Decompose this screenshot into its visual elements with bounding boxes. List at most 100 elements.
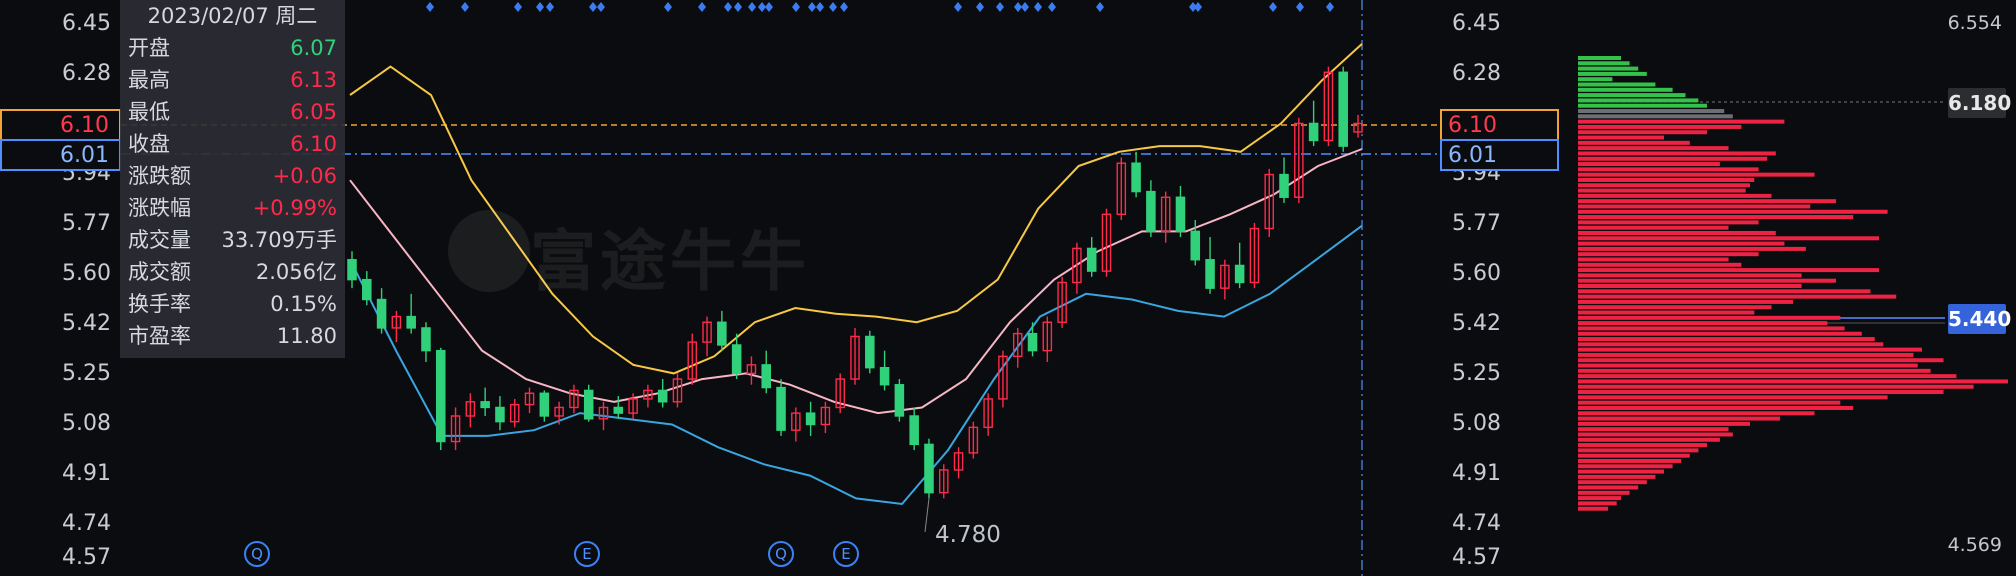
volume-profile-bar [1578,395,1888,400]
price-tick-label: 4.74 [1452,511,1501,536]
volume-profile-bar [1578,268,1879,273]
signal-diamond [829,2,837,12]
signal-diamond [1326,2,1334,12]
signal-diamond [514,2,522,12]
volume-profile-bar [1578,167,1759,172]
signal-diamond [734,2,742,12]
crosshair-price-tag-left: 6.10 [0,109,121,141]
candle-body [835,378,845,409]
info-date: 2023/02/07 周二 [147,4,318,28]
volume-profile-bar [1578,252,1759,257]
candle-body [702,321,712,343]
candle-body [628,398,638,414]
info-row: 成交额 2.056亿 [128,256,337,288]
candle-body [1012,332,1023,358]
volume-profile-bar [1578,427,1729,432]
info-key: 涨跌额 [128,164,191,188]
volume-profile-bar [1578,390,1944,395]
info-row: 成交量 33.709万手 [128,224,337,256]
volume-profile-bar [1578,437,1720,442]
volume-profile-bar [1578,363,1918,368]
last-price-tag-right: 6.01 [1440,139,1559,171]
volume-profile-bar [1578,485,1639,490]
volume-profile-bar [1578,77,1613,82]
volume-profile-bar [1578,448,1699,453]
signal-diamond [808,2,816,12]
volume-profile-bar [1578,114,1733,119]
volume-profile-bar [1578,400,1841,405]
last-price-tag-left: 6.01 [0,139,121,171]
signal-diamond [1021,2,1029,12]
price-tick-label: 5.42 [62,311,111,336]
price-tick-label: 5.08 [1452,411,1501,436]
volume-profile-upper-price: 6.180 [1948,88,2011,118]
volume-profile-low: 4.569 [1947,534,2002,556]
signal-diamond [976,2,984,12]
volume-profile-bar [1578,416,1781,421]
volume-profile-bar [1578,193,1772,198]
volume-profile-bar [1578,480,1647,485]
signal-diamond [724,2,732,12]
volume-profile-bar [1578,215,1854,220]
price-tick-label: 5.77 [62,211,111,236]
candle-body [968,426,979,454]
signal-diamond [840,2,848,12]
signal-diamond [996,2,1004,12]
info-value: 33.709万手 [221,228,337,252]
volume-profile-bar [1578,464,1673,469]
volume-profile-bar [1578,506,1609,511]
ohlc-info-panel: 2023/02/07 周二 开盘 6.07 最高 6.13 最低 6.05 收盘 6.10 涨跌… [120,0,345,358]
info-row: 涨跌额 +0.06 [128,160,337,192]
info-row: 涨跌幅 +0.99% [128,192,337,224]
volume-profile-bar [1578,87,1673,92]
info-row: 开盘 6.07 [128,32,337,64]
price-tick-label: 4.91 [62,461,111,486]
candle-body [435,349,446,443]
signal-diamond [597,2,605,12]
candle-body [1234,264,1245,284]
event-marker-q[interactable]: Q [244,541,270,567]
candle-body [820,406,831,426]
candle-body [791,412,801,431]
candle-body [583,389,594,420]
price-tick-label: 4.91 [1452,461,1501,486]
event-marker-e[interactable]: E [574,541,600,567]
volume-profile-bar [1578,337,1875,342]
candle-body [746,364,757,375]
volume-profile-bar [1578,284,1802,288]
event-marker-q[interactable]: Q [768,541,794,567]
volume-profile-bar [1578,61,1630,66]
volume-profile-bar [1578,315,1841,320]
volume-profile-bar [1578,310,1755,315]
candle-body [1279,173,1289,198]
volume-profile-bar [1578,119,1785,124]
event-marker-e[interactable]: E [833,541,859,567]
volume-profile-bar [1578,156,1768,161]
signal-diamond [816,2,824,12]
candle-body [761,364,772,389]
volume-profile-bar [1578,405,1854,410]
volume-profile-bar [1578,294,1897,299]
volume-profile-bar [1578,209,1888,214]
candle-body [613,406,624,414]
period-low-label: 4.780 [935,522,1001,548]
volume-profile-bar [1578,411,1815,416]
candle-body [1072,247,1082,284]
volume-profile-bar [1578,130,1707,135]
candle-body [672,378,683,403]
info-key: 最低 [128,100,170,124]
info-value: 6.05 [290,100,337,124]
info-value: 6.10 [290,132,337,156]
signal-diamond [1296,2,1304,12]
volume-profile-bar [1578,103,1707,108]
info-key: 换手率 [128,292,191,316]
candle-body [983,398,993,429]
candle-body [539,392,550,417]
info-value: 6.07 [290,36,337,60]
volume-profile-bar [1578,146,1729,151]
volume-profile-bar [1578,321,1828,326]
price-tick-label: 6.28 [62,61,111,86]
volume-profile-bar [1578,342,1884,347]
